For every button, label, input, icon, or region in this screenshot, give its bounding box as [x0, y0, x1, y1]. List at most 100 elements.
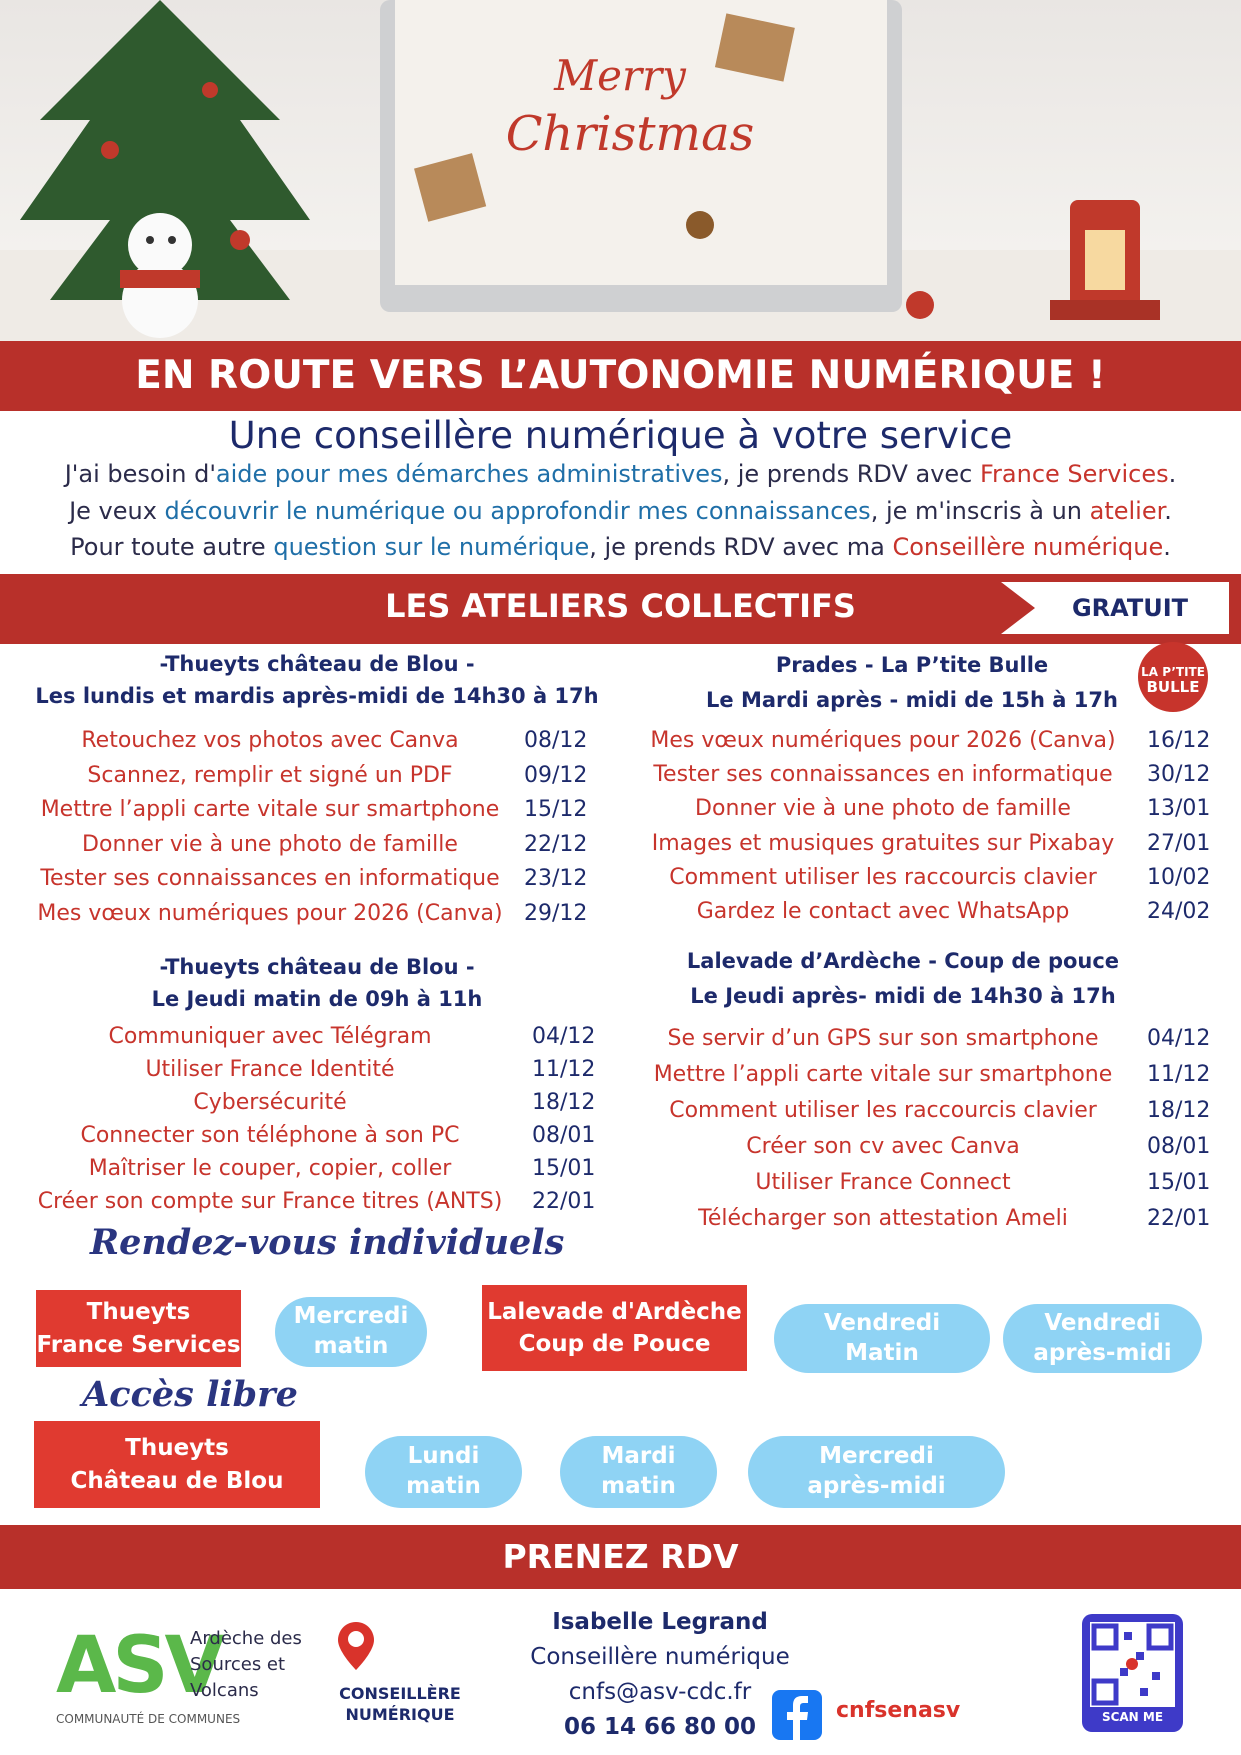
block-schedule: Le Jeudi après- midi de 14h30 à 17h: [690, 984, 1116, 1008]
place-name: Thueyts: [86, 1299, 191, 1326]
asv-name: Ardèche des Sources et Volcans: [190, 1626, 302, 1704]
workshop-title: Tester ses connaissances en informatique: [40, 866, 500, 891]
intro-line: Pour toute autre question sur le numériq…: [0, 529, 1241, 565]
cn-logo-line: CONSEILLÈRE: [339, 1684, 461, 1703]
workshop-title: Gardez le contact avec WhatsApp: [696, 899, 1070, 924]
intro-segment: Conseillère numérique: [892, 533, 1164, 561]
facebook-icon: [772, 1690, 822, 1740]
appointments-title: Rendez-vous individuels: [90, 1222, 565, 1263]
cn-logo: CONSEILLÈRE NUMÉRIQUE: [330, 1683, 470, 1725]
workshop-title: Donner vie à une photo de famille: [82, 831, 458, 857]
banner: EN ROUTE VERS L’AUTONOMIE NUMÉRIQUE !: [0, 341, 1241, 411]
hero-illustration: Merry Christmas: [0, 0, 1241, 341]
asv-mark: ASV: [56, 1621, 225, 1711]
block-schedule: Le Mardi après - midi de 15h à 17h: [706, 688, 1118, 712]
workshop-date: 29/12: [524, 900, 588, 926]
place-box: Lalevade d'Ardèche Coup de Pouce: [482, 1285, 747, 1371]
intro-segment: question sur le numérique: [273, 533, 590, 561]
facebook-handle[interactable]: cnfsenasv: [836, 1698, 961, 1723]
slot-text: matin: [601, 1473, 676, 1499]
asv-name-line: Sources et: [190, 1654, 286, 1675]
section-bar: LES ATELIERS COLLECTIFS GRATUIT: [0, 574, 1241, 644]
slot-text: Vendredi: [823, 1309, 941, 1336]
qr-code[interactable]: SCAN ME: [1082, 1614, 1183, 1732]
workshop-title: Connecter son téléphone à son PC: [80, 1123, 460, 1148]
workshop-date: 15/12: [524, 797, 588, 822]
slot-text: Mardi: [601, 1443, 676, 1470]
workshop-date: 18/12: [532, 1090, 596, 1115]
workshop-title: Mes vœux numériques pour 2026 (Canva): [37, 900, 503, 926]
workshop-date: 15/01: [1147, 1170, 1211, 1195]
workshop-date: 11/12: [532, 1057, 596, 1082]
workshop-date: 16/12: [1147, 728, 1211, 753]
workshop-date: 23/12: [524, 866, 588, 891]
slot-text: matin: [313, 1333, 389, 1359]
asv-sub: COMMUNAUTÉ DE COMMUNES: [56, 1712, 241, 1726]
workshop-title: Images et musiques gratuites sur Pixabay: [651, 830, 1115, 856]
intro-segment: .: [1163, 533, 1171, 561]
intro-subtitle: Une conseillère numérique à votre servic…: [228, 414, 1013, 457]
intro-segment: Je veux: [69, 497, 165, 525]
workshop-date: 10/02: [1147, 864, 1211, 890]
workshop-date: 08/12: [524, 728, 588, 753]
intro-segment: .: [1168, 460, 1177, 488]
hero-greeting: Merry: [553, 51, 687, 100]
intro-segment: découvrir le numérique ou approfondir me…: [164, 497, 871, 525]
workshop-date: 11/12: [1147, 1062, 1211, 1087]
slot-text: Mercredi: [819, 1443, 934, 1470]
workshop-title: Cybersécurité: [193, 1090, 347, 1115]
intro-segment: France Services: [980, 460, 1169, 488]
cta-bar: PRENEZ RDV: [0, 1525, 1241, 1589]
slot-pill: Vendredi Matin: [774, 1304, 990, 1373]
workshop-date: 15/01: [532, 1156, 596, 1181]
asv-name-line: Ardèche des: [190, 1628, 302, 1649]
intro-segment: , je prends RDV avec ma: [589, 533, 893, 561]
slot-pill: Lundi matin: [365, 1436, 522, 1508]
place-name: Lalevade d'Ardèche: [487, 1298, 742, 1325]
workshop-title: Retouchez vos photos avec Canva: [81, 728, 459, 753]
contact-role: Conseillère numérique: [530, 1644, 790, 1670]
workshop-title: Tester ses connaissances en informatique: [653, 762, 1113, 788]
workshop-title: Créer son compte sur France titres (ANTS…: [37, 1189, 503, 1214]
place-name: Thueyts: [125, 1435, 229, 1462]
slot-text: Lundi: [407, 1443, 480, 1470]
block-place: Prades - La P’tite Bulle: [775, 653, 1049, 677]
cn-pin: [338, 1622, 374, 1670]
workshop-date: 30/12: [1147, 762, 1211, 788]
workshop-title: Télécharger son attestation Ameli: [698, 1206, 1068, 1231]
qr-pattern: [1090, 1622, 1175, 1707]
qr-label: SCAN ME: [1101, 1710, 1164, 1724]
intro-segment: .: [1164, 497, 1172, 525]
asv-name-line: Volcans: [190, 1680, 259, 1701]
contact: Isabelle Legrand Conseillère numérique c…: [480, 1605, 840, 1745]
workshop-title: Communiquer avec Télégram: [108, 1024, 432, 1049]
workshop-title: Utiliser France Connect: [755, 1170, 1011, 1195]
place-name: France Services: [36, 1331, 241, 1358]
workshop-title: Mettre l’appli carte vitale sur smartpho…: [40, 797, 500, 822]
slot-pill: Mercredi matin: [275, 1297, 427, 1367]
slot-text: après-midi: [807, 1473, 946, 1499]
workshop-date: 22/01: [1147, 1206, 1211, 1231]
workshop-date: 04/12: [532, 1024, 596, 1049]
bulle-logo-text: LA P’TITE: [1141, 665, 1205, 679]
workshop-date: 08/01: [1147, 1134, 1211, 1159]
workshop-date: 13/01: [1147, 796, 1211, 822]
workshop-title: Maîtriser le couper, copier, coller: [88, 1156, 452, 1181]
workshop-title: Comment utiliser les raccourcis clavier: [669, 1098, 1097, 1123]
intro-segment: Pour toute autre: [70, 533, 274, 561]
cta-title: PRENEZ RDV: [502, 1537, 739, 1576]
block-schedule: Le Jeudi matin de 09h à 11h: [151, 987, 483, 1011]
workshop-date: 22/01: [532, 1189, 596, 1214]
slot-text: Matin: [845, 1339, 919, 1366]
workshop-date: 24/02: [1147, 899, 1211, 924]
intro-segment: , je prends RDV avec: [722, 460, 980, 488]
intro-segment: , je m'inscris à un: [870, 497, 1090, 525]
place-name: Château de Blou: [70, 1467, 284, 1494]
slot-pill: Mercredi après-midi: [748, 1436, 1005, 1508]
badge: GRATUIT: [1071, 594, 1189, 622]
intro-segment: J'ai besoin d': [64, 460, 216, 488]
contact-email: cnfs@asv-cdc.fr: [568, 1679, 752, 1705]
intro-segment: aide pour mes démarches administratives: [215, 460, 723, 488]
workshop-title: Comment utiliser les raccourcis clavier: [669, 864, 1097, 890]
